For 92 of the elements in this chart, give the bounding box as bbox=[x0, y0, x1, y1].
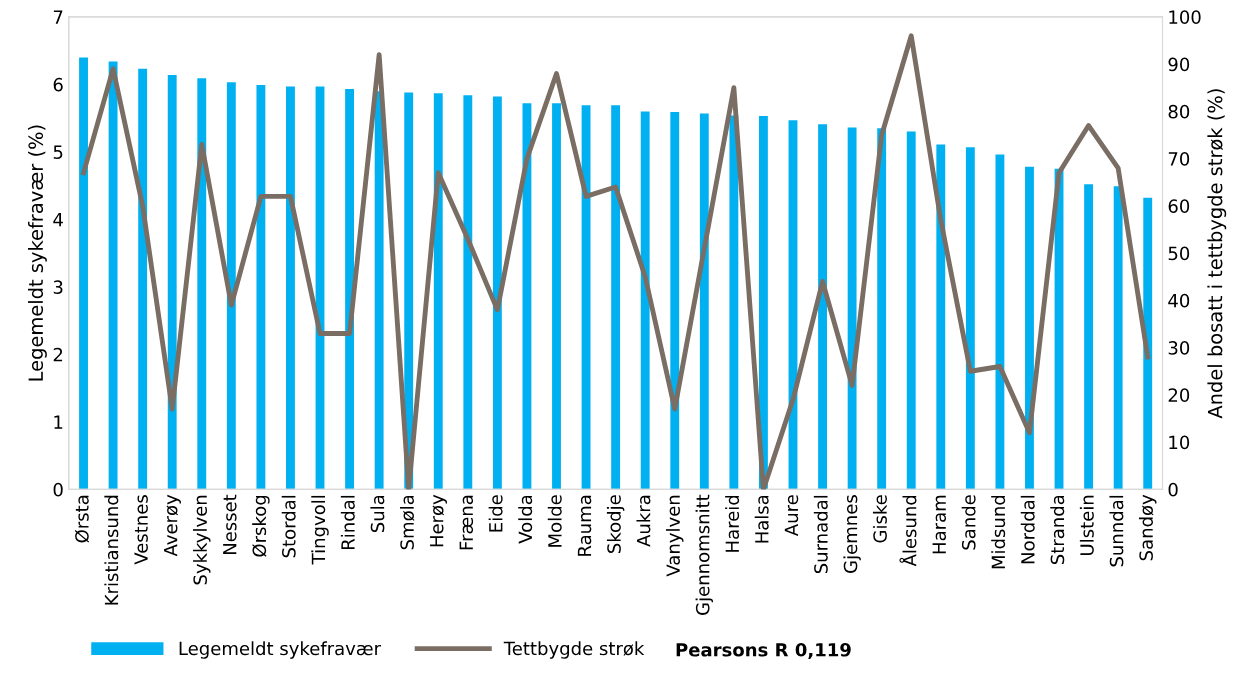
y-tick-label: 2 bbox=[53, 347, 63, 362]
bar bbox=[167, 74, 177, 490]
bar bbox=[463, 95, 473, 490]
x-tick-label: Gjemnes bbox=[843, 495, 861, 573]
bar bbox=[197, 78, 207, 490]
bar bbox=[1113, 186, 1123, 490]
y-tick-label: 3 bbox=[53, 280, 63, 294]
x-tick-label: Ulstein bbox=[1079, 495, 1094, 555]
x-tick-label: Volda bbox=[518, 495, 533, 544]
y2-tick-label: 90 bbox=[1168, 57, 1190, 72]
line-series bbox=[81, 33, 1151, 490]
bar bbox=[611, 105, 621, 490]
x-tick-label: Skodje bbox=[606, 495, 625, 553]
bar bbox=[847, 127, 857, 490]
bar bbox=[995, 154, 1005, 490]
x-tick-label: Stranda bbox=[1050, 495, 1065, 565]
bar bbox=[138, 68, 148, 490]
x-tick-label: Surnadal bbox=[813, 495, 828, 574]
legend-label: Tettbygde strøk bbox=[503, 641, 645, 659]
bar bbox=[1025, 166, 1034, 490]
y2-tick-label: 40 bbox=[1168, 293, 1190, 308]
bar bbox=[729, 115, 739, 490]
x-tick-label: Ålesund bbox=[899, 495, 917, 567]
x-tick-label: Kristiansund bbox=[104, 495, 119, 605]
y2-axis-title: Andel bosatt i tettbygde strøk (%) bbox=[1207, 89, 1227, 419]
y2-tick-label: 100 bbox=[1169, 10, 1201, 24]
y2-tick-label: 80 bbox=[1168, 104, 1190, 119]
legend-label: Legemeldt sykefravær bbox=[179, 641, 382, 659]
x-tick-label: Sunndal bbox=[1109, 495, 1124, 567]
bar bbox=[1084, 184, 1094, 490]
bar bbox=[699, 113, 709, 490]
y2-tick-label: 70 bbox=[1168, 152, 1190, 166]
y-axis-title: Legemeldt sykefravær (%) bbox=[28, 125, 47, 381]
x-tick-label: Tingvoll bbox=[311, 495, 329, 565]
x-tick-label: Sula bbox=[370, 495, 385, 533]
y-tick-label: 6 bbox=[53, 77, 63, 92]
x-tick-label: Averøy bbox=[164, 494, 181, 557]
x-tick-label: Norddal bbox=[1020, 495, 1035, 564]
x-tick-label: Sandøy bbox=[1138, 494, 1157, 561]
bar bbox=[374, 91, 384, 490]
x-tick-label: Nesset bbox=[223, 494, 237, 555]
bar bbox=[906, 131, 916, 490]
bar bbox=[492, 96, 502, 490]
x-tick-label: Sande bbox=[961, 495, 976, 550]
x-tick-label: Smøla bbox=[399, 495, 415, 550]
bar bbox=[818, 124, 827, 490]
bar bbox=[1143, 197, 1153, 490]
bar bbox=[936, 144, 946, 490]
y-tick-label: 4 bbox=[53, 213, 63, 227]
bar bbox=[226, 82, 236, 490]
bar bbox=[965, 147, 975, 490]
y2-tick-label: 60 bbox=[1168, 199, 1190, 213]
x-tick-label: Stordal bbox=[281, 495, 296, 558]
x-tick-label: Eide bbox=[488, 495, 503, 532]
y-tick-label: 7 bbox=[53, 10, 63, 24]
x-tick-label: Ørskog bbox=[252, 495, 270, 557]
x-tick-label: Rauma bbox=[577, 495, 592, 556]
x-tick-label: Aukra bbox=[636, 495, 651, 547]
bar bbox=[877, 128, 887, 490]
x-tick-label: Midsund bbox=[991, 495, 1006, 569]
y2-tick-label: 30 bbox=[1168, 341, 1190, 355]
x-tick-label: Rindal bbox=[340, 495, 355, 550]
bar bbox=[345, 89, 355, 490]
y-tick-label: 1 bbox=[54, 415, 63, 429]
bar bbox=[670, 112, 680, 490]
x-tick-label: Haram bbox=[932, 495, 947, 554]
y-tick-label: 5 bbox=[53, 145, 63, 159]
y-tick-label: 0 bbox=[53, 482, 63, 497]
bar bbox=[79, 57, 88, 490]
bar bbox=[552, 103, 561, 490]
bar bbox=[286, 86, 295, 490]
x-tick-label: Aure bbox=[784, 495, 799, 537]
y2-tick-label: 0 bbox=[1168, 482, 1178, 497]
bar bbox=[433, 93, 443, 490]
y2-tick-label: 50 bbox=[1168, 246, 1190, 261]
x-tick-label: Gjennomsnitt bbox=[695, 494, 714, 615]
x-tick-label: Herøy bbox=[430, 494, 447, 547]
x-tick-label: Ørsta bbox=[74, 495, 90, 543]
x-tick-label: Molde bbox=[547, 495, 562, 547]
y2-tick-label: 20 bbox=[1168, 388, 1190, 402]
x-tick-label: Vestnes bbox=[134, 495, 148, 565]
x-tick-label: Hareid bbox=[725, 495, 740, 552]
bar bbox=[108, 61, 118, 490]
bar bbox=[640, 111, 650, 490]
x-tick-label: Giske bbox=[872, 495, 887, 543]
x-tick-label: Halsa bbox=[754, 495, 769, 543]
y2-tick-label: 10 bbox=[1169, 435, 1190, 450]
text: Pearsons R 0,119 bbox=[676, 642, 851, 659]
x-tick-label: Vanylven bbox=[666, 495, 684, 577]
bar bbox=[256, 85, 266, 490]
x-tick-label: Sykkylven bbox=[193, 495, 211, 585]
x-tick-label: Fræna bbox=[459, 495, 474, 550]
